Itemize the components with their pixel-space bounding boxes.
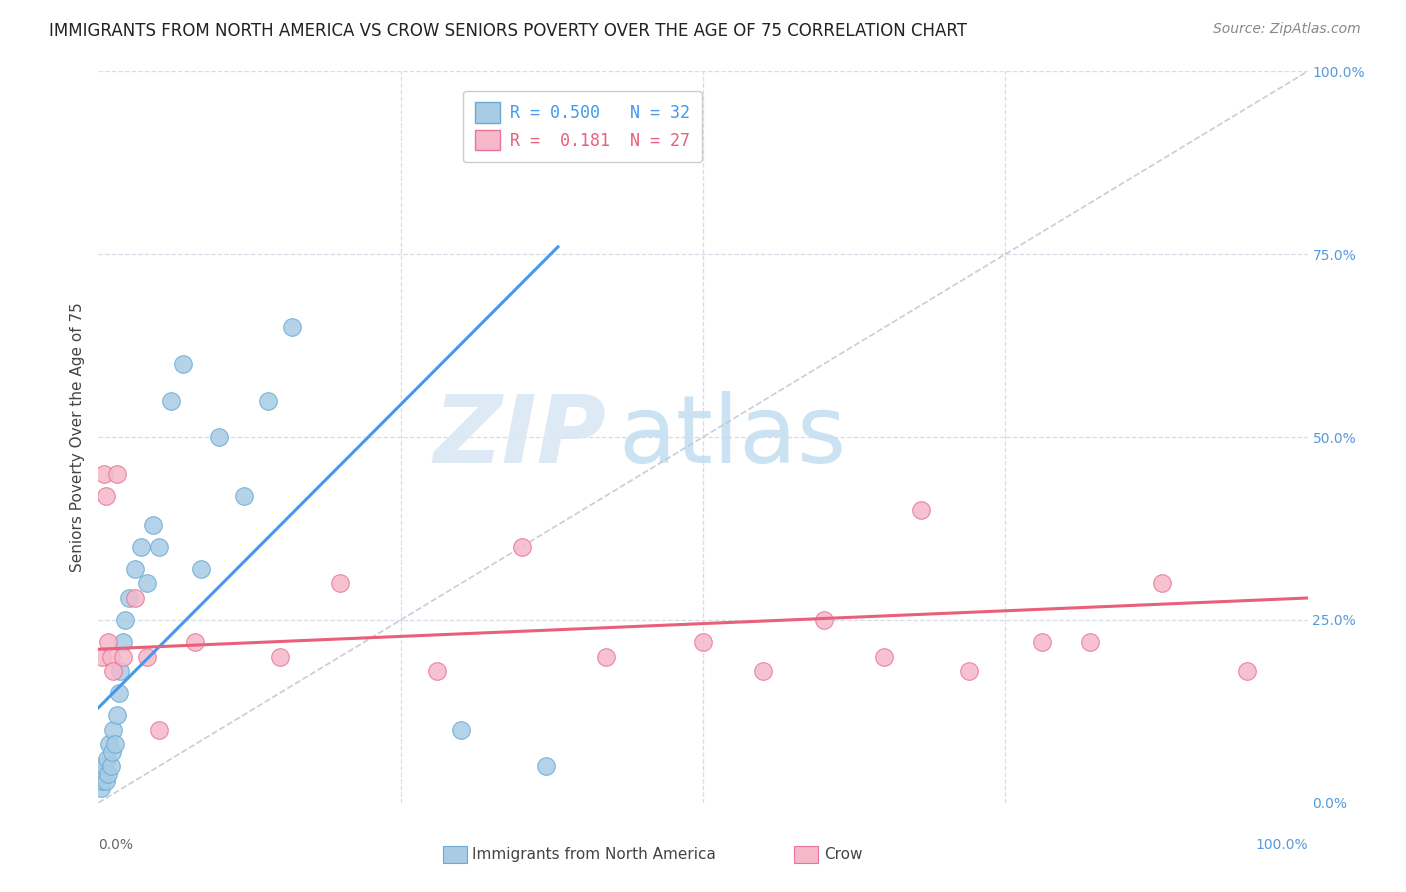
Point bbox=[1152, 576, 1174, 591]
Text: 100.0%: 100.0% bbox=[1256, 838, 1308, 852]
Point bbox=[105, 708, 128, 723]
Point bbox=[104, 737, 127, 751]
Point bbox=[111, 649, 134, 664]
Point bbox=[426, 664, 449, 678]
Y-axis label: Seniors Poverty Over the Age of 75: Seniors Poverty Over the Age of 75 bbox=[70, 302, 86, 572]
Point bbox=[595, 649, 617, 664]
Point bbox=[100, 759, 122, 773]
Point bbox=[100, 649, 122, 664]
Point bbox=[94, 773, 117, 788]
Point bbox=[93, 467, 115, 481]
Text: Crow: Crow bbox=[824, 847, 862, 862]
Text: Source: ZipAtlas.com: Source: ZipAtlas.com bbox=[1213, 22, 1361, 37]
Point bbox=[148, 723, 170, 737]
Point bbox=[184, 635, 207, 649]
Point bbox=[813, 613, 835, 627]
Point bbox=[98, 737, 121, 751]
Point bbox=[94, 489, 117, 503]
Point bbox=[93, 759, 115, 773]
Point bbox=[256, 393, 278, 408]
Point bbox=[129, 540, 152, 554]
Point bbox=[124, 562, 146, 576]
Point bbox=[281, 320, 304, 334]
Point bbox=[100, 745, 122, 759]
Text: 0.0%: 0.0% bbox=[98, 838, 134, 852]
Point bbox=[873, 649, 896, 664]
Text: ZIP: ZIP bbox=[433, 391, 606, 483]
Point bbox=[329, 576, 352, 591]
Point bbox=[752, 664, 775, 678]
Point bbox=[957, 664, 980, 678]
Point bbox=[135, 649, 157, 664]
Point bbox=[96, 752, 118, 766]
Legend: R = 0.500   N = 32, R =  0.181  N = 27: R = 0.500 N = 32, R = 0.181 N = 27 bbox=[464, 91, 702, 162]
Point bbox=[450, 723, 472, 737]
Point bbox=[1078, 635, 1101, 649]
Point bbox=[108, 664, 131, 678]
Point bbox=[510, 540, 533, 554]
Point bbox=[208, 430, 231, 444]
Point bbox=[90, 781, 112, 796]
Point bbox=[269, 649, 291, 664]
Point bbox=[232, 489, 254, 503]
Point bbox=[97, 635, 120, 649]
Point bbox=[190, 562, 212, 576]
Point bbox=[91, 649, 114, 664]
Text: IMMIGRANTS FROM NORTH AMERICA VS CROW SENIORS POVERTY OVER THE AGE OF 75 CORRELA: IMMIGRANTS FROM NORTH AMERICA VS CROW SE… bbox=[49, 22, 967, 40]
Point bbox=[692, 635, 714, 649]
Point bbox=[135, 576, 157, 591]
Point bbox=[105, 467, 128, 481]
Point bbox=[148, 540, 170, 554]
Point bbox=[160, 393, 183, 408]
Point bbox=[172, 357, 194, 371]
Point bbox=[108, 686, 131, 700]
Point bbox=[114, 613, 136, 627]
Point bbox=[534, 759, 557, 773]
Text: Immigrants from North America: Immigrants from North America bbox=[472, 847, 716, 862]
Point bbox=[124, 591, 146, 605]
Point bbox=[91, 766, 114, 780]
Point bbox=[1236, 664, 1258, 678]
Point bbox=[91, 773, 114, 788]
Point bbox=[118, 591, 141, 605]
Point bbox=[142, 517, 165, 532]
Point bbox=[111, 635, 134, 649]
Point bbox=[97, 766, 120, 780]
Point bbox=[1031, 635, 1053, 649]
Point bbox=[910, 503, 932, 517]
Point bbox=[101, 664, 124, 678]
Text: atlas: atlas bbox=[619, 391, 846, 483]
Point bbox=[101, 723, 124, 737]
